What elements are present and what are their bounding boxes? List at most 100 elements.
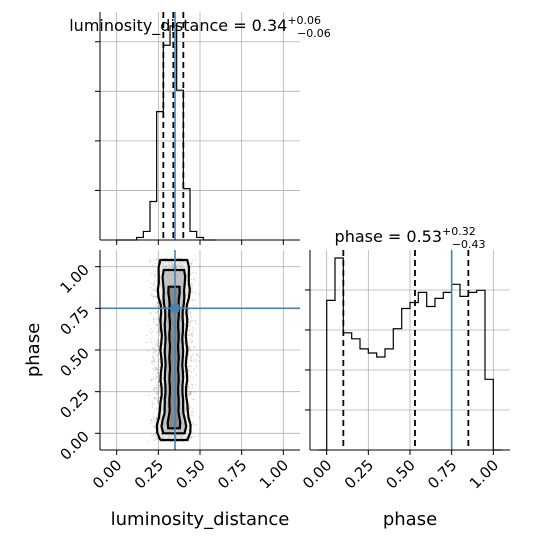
sample-point [191, 376, 194, 379]
sample-point [152, 283, 155, 286]
sample-point [157, 344, 160, 347]
sample-point [153, 388, 156, 391]
sample-point [193, 435, 196, 438]
sample-point [191, 298, 194, 301]
sample-point [153, 357, 156, 360]
sample-point [198, 360, 201, 362]
x-tick-label: 0.75 [424, 456, 460, 492]
sample-point [189, 381, 192, 383]
sample-point [191, 299, 194, 301]
sample-point [154, 377, 157, 380]
sample-point [194, 298, 197, 301]
sample-point [192, 259, 194, 261]
sample-point [191, 421, 194, 424]
sample-point [155, 354, 158, 357]
sample-point [157, 339, 160, 342]
sample-point [146, 349, 149, 352]
sample-point [150, 295, 152, 297]
sample-point [152, 355, 154, 358]
x-tick-label: 1.00 [466, 456, 502, 492]
sample-point [155, 324, 158, 326]
sample-point [155, 296, 158, 298]
sample-point [188, 313, 191, 316]
sample-point [158, 334, 161, 336]
sample-point [158, 381, 160, 384]
sample-point [153, 397, 156, 400]
contour-inner [166, 285, 182, 430]
sample-point [190, 365, 192, 368]
sample-point [152, 360, 155, 363]
sample-point [194, 384, 197, 386]
sample-point [187, 385, 190, 388]
sample-point [157, 339, 159, 342]
sample-point [152, 298, 155, 300]
sample-point [179, 257, 182, 260]
sample-point [187, 310, 190, 313]
sample-point [150, 337, 153, 340]
sample-point [194, 292, 197, 294]
sample-point [189, 393, 191, 395]
sample-point [148, 394, 151, 396]
sample-point [191, 285, 193, 288]
sample-point [188, 440, 191, 442]
quantile-lines [342, 250, 470, 450]
histogram-step-line [318, 257, 502, 451]
sample-point [153, 289, 156, 292]
sample-point [190, 283, 193, 286]
sample-point [154, 437, 156, 439]
sample-point [149, 328, 152, 330]
sample-point [187, 370, 190, 372]
sample-point [191, 288, 193, 290]
sample-point [156, 368, 159, 370]
y-tick-label: 0.75 [56, 302, 92, 338]
sample-point [190, 355, 192, 358]
sample-point [151, 417, 154, 420]
sample-point [188, 341, 191, 344]
sample-point [154, 427, 156, 429]
sample-point [158, 388, 160, 391]
sample-point [154, 396, 157, 399]
sample-point [149, 422, 152, 425]
sample-point [188, 394, 191, 397]
sample-point [155, 435, 158, 438]
sample-point [150, 311, 153, 314]
sample-point [156, 387, 158, 390]
axis-ticks [95, 250, 300, 455]
sample-point [157, 393, 160, 396]
sample-point [156, 372, 159, 375]
sample-point [157, 399, 160, 402]
sample-point [156, 399, 159, 402]
sample-point [154, 262, 156, 265]
sample-point [151, 288, 154, 291]
sample-point [152, 363, 155, 366]
sample-point [186, 334, 189, 337]
sample-point [157, 302, 160, 305]
sample-point [187, 345, 190, 348]
sample-point [154, 274, 156, 277]
sample-point [197, 293, 200, 295]
sample-point [153, 352, 156, 355]
sample-point [157, 390, 160, 392]
sample-point [188, 364, 191, 367]
sample-point [191, 387, 194, 389]
sample-point [159, 334, 162, 337]
sample-point [189, 311, 192, 314]
sample-point [153, 305, 156, 307]
sample-point [192, 423, 195, 426]
sample-point [156, 417, 158, 420]
sample-point [169, 440, 172, 443]
sample-point [151, 378, 153, 381]
sample-point [154, 360, 156, 363]
sample-point [189, 263, 191, 265]
sample-point [189, 375, 192, 377]
sample-point [191, 332, 194, 335]
sample-point [152, 348, 155, 351]
sample-point [191, 407, 194, 410]
sample-point [156, 413, 159, 416]
sample-point [157, 343, 160, 346]
sample-point [190, 411, 193, 413]
sample-point [193, 358, 196, 361]
sample-point [156, 345, 159, 348]
sample-point [195, 353, 198, 356]
sample-point [197, 355, 200, 358]
